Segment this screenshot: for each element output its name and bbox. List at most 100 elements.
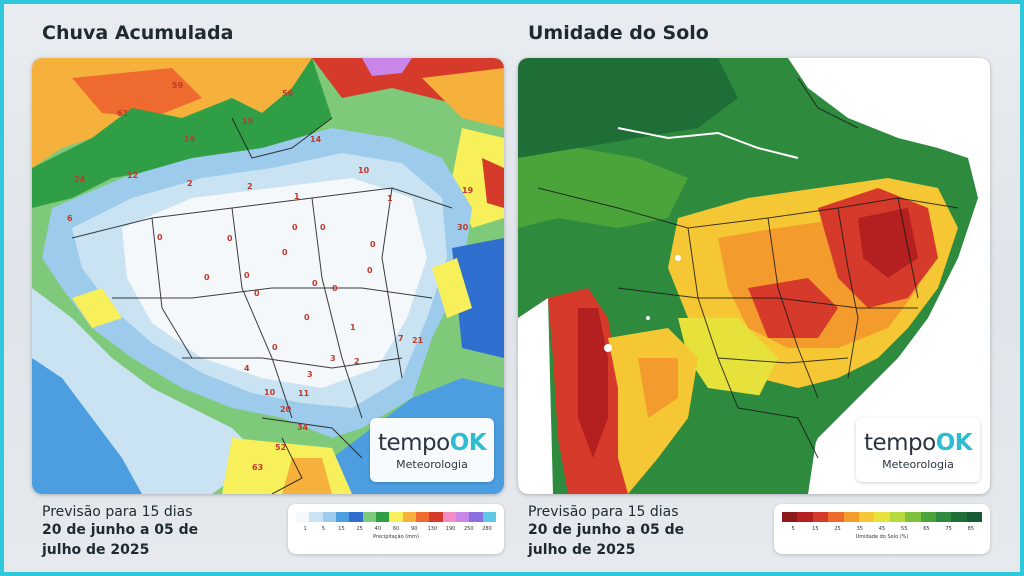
rain-value: 34 xyxy=(297,423,309,432)
rain-value: 0 xyxy=(292,223,298,232)
soil-panel: Umidade do Solo xyxy=(514,0,1004,576)
rain-value: 59 xyxy=(172,81,184,90)
legend-swatch xyxy=(874,512,890,522)
rain-panel: Chuva Acumulada xyxy=(28,0,518,576)
forecast-period: Previsão para 15 dias xyxy=(528,504,679,520)
soil-title: Umidade do Solo xyxy=(528,22,709,44)
rain-value: 0 xyxy=(312,279,318,288)
rain-value: 21 xyxy=(412,336,424,345)
legend-swatch xyxy=(375,512,390,522)
rain-value: 0 xyxy=(157,233,163,242)
tempook-logo: tempoOK Meteorologia xyxy=(856,418,980,482)
legend-tick: 65 xyxy=(923,526,930,532)
legend-swatch xyxy=(828,512,844,522)
rain-value: 1 xyxy=(350,323,356,332)
legend-swatch xyxy=(362,512,376,522)
rain-value: 10 xyxy=(264,388,276,397)
legend-tick: 25 xyxy=(834,526,841,532)
legend-tick: 60 xyxy=(392,526,400,532)
forecast-year: julho de 2025 xyxy=(528,542,636,558)
forecast-dates: 20 de junho a 05 de xyxy=(42,522,199,538)
rain-value: 2 xyxy=(354,357,360,366)
legend-swatch xyxy=(296,512,310,522)
rain-value: 63 xyxy=(252,463,263,472)
legend-swatch xyxy=(455,512,470,522)
rain-forecast-text: Previsão para 15 dias 20 de junho a 05 d… xyxy=(42,504,198,560)
rain-value: 0 xyxy=(370,240,376,249)
rain-value: 4 xyxy=(244,364,250,373)
rain-value: 20 xyxy=(280,405,292,414)
legend-tick: 1 xyxy=(303,526,307,532)
legend-swatch xyxy=(812,512,829,522)
soil-legend-ticks: 5 15 25 35 45 55 65 75 85 xyxy=(782,526,982,532)
rain-value: 0 xyxy=(320,223,326,232)
rain-map: 59 56 61 19 19 14 12 24 2 2 1 10 19 6 1 … xyxy=(32,58,504,494)
legend-tick: 190 xyxy=(445,526,456,532)
legend-swatch xyxy=(335,512,350,522)
rain-value: 12 xyxy=(127,171,138,180)
legend-swatch xyxy=(442,512,456,522)
rain-value: 0 xyxy=(304,313,310,322)
rain-value: 3 xyxy=(330,354,336,363)
legend-swatch xyxy=(920,512,936,522)
legend-tick: 55 xyxy=(901,526,908,532)
legend-swatch xyxy=(322,512,336,522)
logo-brand: tempoOK xyxy=(863,429,973,456)
legend-tick: 5 xyxy=(791,526,795,532)
rain-value: 0 xyxy=(227,234,233,243)
legend-swatch xyxy=(889,512,906,522)
legend-swatch xyxy=(429,512,443,522)
legend-swatch xyxy=(905,512,921,522)
legend-swatch xyxy=(966,512,983,522)
rain-value: 2 xyxy=(187,179,193,188)
legend-swatch xyxy=(951,512,967,522)
rain-value: 61 xyxy=(117,109,129,118)
legend-swatch xyxy=(349,512,363,522)
rain-value: 30 xyxy=(457,223,469,232)
rain-title: Chuva Acumulada xyxy=(42,22,234,44)
legend-tick: 75 xyxy=(945,526,952,532)
legend-tick: 130 xyxy=(427,526,438,532)
rain-value: 10 xyxy=(358,166,370,175)
soil-legend-colorbar xyxy=(782,512,983,522)
legend-tick: 15 xyxy=(812,526,819,532)
legend-tick: 90 xyxy=(411,526,418,532)
legend-swatch xyxy=(389,512,403,522)
rain-value: 0 xyxy=(244,271,250,280)
legend-swatch xyxy=(402,512,416,522)
rain-value: 19 xyxy=(462,186,474,195)
legend-swatch xyxy=(782,512,798,522)
rain-value: 7 xyxy=(398,334,404,343)
rain-value: 52 xyxy=(275,443,286,452)
legend-tick: 280 xyxy=(482,526,492,532)
legend-tick: 45 xyxy=(878,526,886,532)
soil-map: tempoOK Meteorologia xyxy=(518,58,990,494)
soil-forecast-text: Previsão para 15 dias 20 de junho a 05 d… xyxy=(528,504,684,560)
logo-subtitle: Meteorologia xyxy=(882,457,954,471)
rain-legend-colorbar xyxy=(296,512,496,522)
rain-value: 1 xyxy=(387,194,393,203)
rain-value: 0 xyxy=(254,289,260,298)
legend-swatch xyxy=(935,512,952,522)
rain-legend-caption: Precipitação (mm) xyxy=(373,534,419,540)
rain-value: 0 xyxy=(332,284,338,293)
rain-value: 11 xyxy=(298,389,310,398)
rain-value: 1 xyxy=(294,192,300,201)
legend-swatch xyxy=(469,512,483,522)
rain-value: 0 xyxy=(204,273,210,282)
rain-value: 0 xyxy=(282,248,288,257)
rain-value: 14 xyxy=(310,135,322,144)
rain-legend-ticks: 1 5 15 25 40 60 90 130 190 250 280 xyxy=(296,526,496,532)
legend-swatch xyxy=(858,512,875,522)
rain-value: 0 xyxy=(367,266,373,275)
forecast-dates: 20 de junho a 05 de xyxy=(528,522,685,538)
soil-legend: 5 15 25 35 45 55 65 75 85 Umidade do Solo (%) xyxy=(774,504,990,554)
rain-legend: 1 5 15 25 40 60 90 130 190 250 280 Precipitação (m… xyxy=(288,504,504,554)
rain-value: 56 xyxy=(282,89,294,98)
logo-subtitle: Meteorologia xyxy=(396,457,468,471)
rain-value: 19 xyxy=(242,117,254,126)
legend-swatch xyxy=(309,512,323,522)
legend-swatch xyxy=(843,512,859,522)
legend-swatch xyxy=(482,512,496,522)
